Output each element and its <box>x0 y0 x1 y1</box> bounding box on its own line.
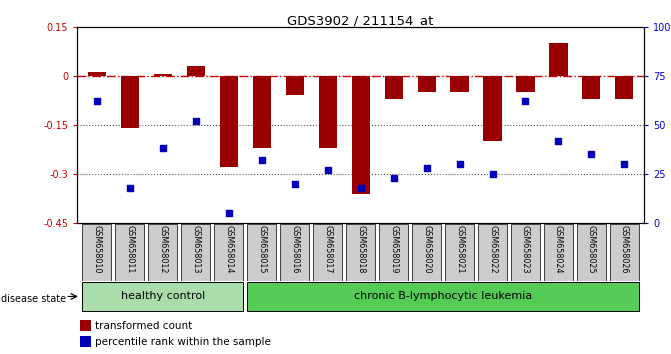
Point <box>223 210 234 216</box>
Bar <box>253 76 271 148</box>
Point <box>487 171 498 177</box>
Point <box>256 157 267 163</box>
Text: GSM658020: GSM658020 <box>422 225 431 273</box>
FancyBboxPatch shape <box>478 224 507 281</box>
Text: GSM658011: GSM658011 <box>125 225 134 273</box>
Point <box>191 118 201 124</box>
Text: GSM658026: GSM658026 <box>620 225 629 273</box>
Bar <box>319 76 337 148</box>
Bar <box>615 76 633 99</box>
Bar <box>484 76 502 141</box>
Point <box>356 185 366 190</box>
FancyBboxPatch shape <box>115 224 144 281</box>
Text: GSM658014: GSM658014 <box>224 225 234 273</box>
Point <box>289 181 300 187</box>
Point <box>158 145 168 151</box>
Bar <box>286 76 304 95</box>
Point <box>619 161 630 167</box>
FancyBboxPatch shape <box>445 224 474 281</box>
Text: transformed count: transformed count <box>95 321 193 331</box>
Point <box>586 152 597 157</box>
FancyBboxPatch shape <box>280 224 309 281</box>
FancyBboxPatch shape <box>346 224 375 281</box>
FancyBboxPatch shape <box>83 282 244 311</box>
FancyBboxPatch shape <box>214 224 244 281</box>
FancyBboxPatch shape <box>577 224 606 281</box>
FancyBboxPatch shape <box>247 224 276 281</box>
Bar <box>187 66 205 76</box>
FancyBboxPatch shape <box>379 224 408 281</box>
Point <box>454 161 465 167</box>
Bar <box>88 73 106 76</box>
Bar <box>417 76 435 92</box>
Text: GSM658017: GSM658017 <box>323 225 332 273</box>
Bar <box>582 76 601 99</box>
Bar <box>121 76 139 128</box>
Text: GSM658015: GSM658015 <box>257 225 266 273</box>
Point <box>520 98 531 104</box>
Point <box>322 167 333 173</box>
Text: GSM658013: GSM658013 <box>191 225 201 273</box>
FancyBboxPatch shape <box>544 224 573 281</box>
FancyBboxPatch shape <box>83 224 111 281</box>
Text: GSM658012: GSM658012 <box>158 225 167 273</box>
FancyBboxPatch shape <box>511 224 540 281</box>
Bar <box>550 43 568 76</box>
Point <box>421 165 432 171</box>
Text: GSM658022: GSM658022 <box>488 225 497 273</box>
Text: GSM658024: GSM658024 <box>554 225 563 273</box>
Bar <box>219 76 238 167</box>
Text: chronic B-lymphocytic leukemia: chronic B-lymphocytic leukemia <box>354 291 532 302</box>
FancyBboxPatch shape <box>313 224 342 281</box>
Text: GSM658025: GSM658025 <box>587 225 596 273</box>
Text: GSM658023: GSM658023 <box>521 225 530 273</box>
FancyBboxPatch shape <box>412 224 441 281</box>
FancyBboxPatch shape <box>148 224 177 281</box>
FancyBboxPatch shape <box>181 224 210 281</box>
Text: healthy control: healthy control <box>121 291 205 302</box>
Bar <box>80 336 91 347</box>
Text: disease state: disease state <box>1 294 66 304</box>
Bar <box>450 76 468 92</box>
Point <box>91 98 102 104</box>
Bar <box>80 320 91 331</box>
Bar <box>384 76 403 99</box>
Bar <box>154 74 172 76</box>
Title: GDS3902 / 211154_at: GDS3902 / 211154_at <box>287 13 434 27</box>
Bar <box>517 76 535 92</box>
Point <box>125 185 136 190</box>
Point <box>553 138 564 143</box>
FancyBboxPatch shape <box>610 224 639 281</box>
FancyBboxPatch shape <box>247 282 639 311</box>
Text: percentile rank within the sample: percentile rank within the sample <box>95 337 271 347</box>
Text: GSM658010: GSM658010 <box>93 225 101 273</box>
Text: GSM658016: GSM658016 <box>291 225 299 273</box>
Text: GSM658019: GSM658019 <box>389 225 398 273</box>
Text: GSM658021: GSM658021 <box>455 225 464 273</box>
Bar <box>352 76 370 194</box>
Point <box>389 175 399 181</box>
Text: GSM658018: GSM658018 <box>356 225 365 273</box>
